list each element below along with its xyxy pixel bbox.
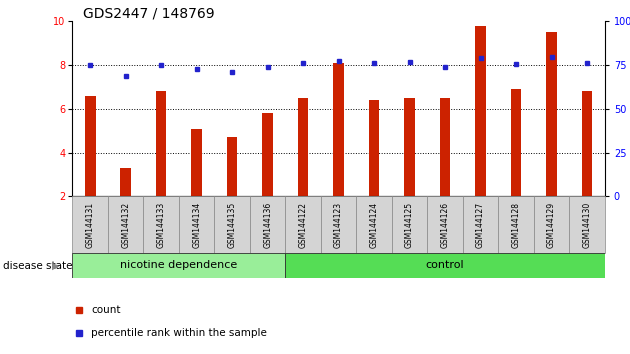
Text: nicotine dependence: nicotine dependence [120,261,238,270]
Bar [475,25,486,196]
Text: GSM144134: GSM144134 [192,202,201,248]
Bar [440,98,450,196]
Bar [214,196,250,253]
Text: GSM144122: GSM144122 [299,202,307,248]
Text: percentile rank within the sample: percentile rank within the sample [91,328,267,338]
Bar [321,196,357,253]
Text: GSM144132: GSM144132 [121,202,130,248]
Bar [498,196,534,253]
Text: control: control [426,261,464,270]
Text: GSM144130: GSM144130 [583,202,592,248]
Bar [546,32,557,196]
Bar [144,196,179,253]
Text: GSM144129: GSM144129 [547,202,556,248]
Bar [108,196,144,253]
Text: disease state: disease state [3,261,72,271]
Bar [357,196,392,253]
Bar [285,253,605,278]
Bar [463,196,498,253]
Text: GSM144125: GSM144125 [405,202,414,248]
Bar [250,196,285,253]
Text: ▶: ▶ [52,261,59,271]
Bar [85,96,96,196]
Bar [262,113,273,196]
Bar [227,137,238,196]
Bar [72,196,108,253]
Text: GSM144128: GSM144128 [512,202,520,248]
Text: GSM144131: GSM144131 [86,202,94,248]
Bar [369,100,379,196]
Bar [581,91,592,196]
Bar [156,91,166,196]
Text: GSM144124: GSM144124 [370,202,379,248]
Text: count: count [91,305,121,315]
Bar [404,98,415,196]
Bar [285,196,321,253]
Text: GSM144135: GSM144135 [227,202,237,248]
Text: GSM144133: GSM144133 [157,202,166,248]
Bar [192,129,202,196]
Bar [570,196,605,253]
Bar [392,196,427,253]
Bar [427,196,463,253]
Bar [534,196,570,253]
Bar [120,168,131,196]
Bar [333,63,344,196]
Bar [72,253,285,278]
Text: GDS2447 / 148769: GDS2447 / 148769 [83,6,215,20]
Text: GSM144136: GSM144136 [263,202,272,248]
Text: GSM144126: GSM144126 [440,202,450,248]
Bar [298,98,309,196]
Bar [179,196,214,253]
Text: GSM144127: GSM144127 [476,202,485,248]
Text: GSM144123: GSM144123 [334,202,343,248]
Bar [511,89,522,196]
